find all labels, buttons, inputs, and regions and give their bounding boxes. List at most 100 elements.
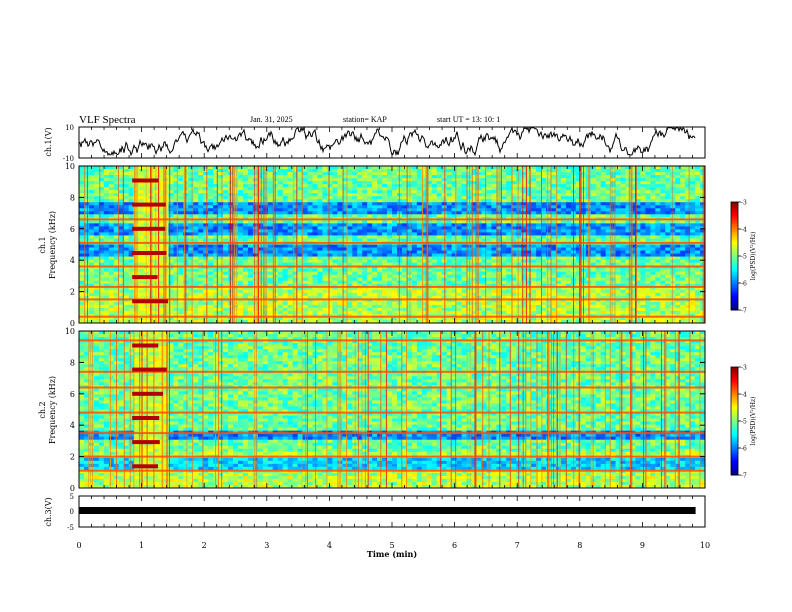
spectrogram-cell [685,250,691,254]
spectrogram-cell [113,169,120,173]
spectrogram-cell [521,175,527,179]
spectrogram-cell [193,178,199,182]
spectrogram-cell [590,181,597,185]
spectrogram-cell [357,256,363,260]
spectrogram-cell [546,211,552,215]
spectrogram-cell [123,178,130,182]
spectrogram-cell [541,181,547,185]
spectrogram-cell [118,178,125,182]
spectrogram-cell [655,199,661,203]
spectrogram-cell [690,220,696,224]
spectrogram-cell [208,247,214,251]
spectrogram-cell [421,199,428,203]
spectrogram-cell [213,277,219,282]
spectrogram-cell [302,238,308,242]
spectrogram-cell [546,208,552,212]
spectrogram-cell [660,226,666,230]
spectrogram-cell [416,250,423,254]
spectrogram-cell [267,208,274,212]
spectrogram-cell [695,199,701,203]
spectrogram-cell [675,211,681,215]
spectrogram-cell [123,268,130,273]
spectrogram-cell [511,196,517,200]
spectrogram-cell [312,244,318,248]
spectrogram-cell [486,256,492,260]
spectrogram-cell [600,172,607,176]
spectrogram-cell [451,187,457,191]
spectrogram-cell [103,250,110,254]
spectrogram-cell [312,247,318,251]
spectrogram-cell [436,232,443,236]
spectrogram-cell [83,223,90,227]
spectrogram-cell [213,205,219,209]
spectrogram-cell [332,166,338,170]
spectrogram-cell [242,250,249,254]
spectrogram-cell [317,169,323,173]
spectrogram-cell [317,220,323,224]
spectrogram-cell [287,220,294,224]
spectrogram-cell [590,244,597,248]
spectrogram-cell [382,175,388,179]
spectrogram-cell [213,208,219,212]
spectrogram-cell [436,205,443,209]
spectrogram-cell [208,208,214,212]
spectrogram-cell [332,223,338,227]
spectrogram-cell [630,166,636,170]
spectrogram-cell [655,175,661,179]
spectrogram-cell [223,214,229,218]
spectrogram-cell [511,247,517,251]
spectrogram-cell [79,202,85,206]
spectrogram-cell [675,184,681,188]
spectrogram-cell [555,172,562,176]
spectrogram-cell [625,229,631,233]
spectrogram-cell [178,274,184,279]
spectrogram-cell [476,178,482,182]
spectrogram-cell [158,205,164,209]
spectrogram-cell [700,256,706,260]
spectrogram-cell [531,247,537,251]
spectrogram-cell [342,187,348,191]
spectrogram-cell [560,220,567,224]
spectrogram-cell [367,193,373,197]
spectrogram-cell [436,220,443,224]
spectrogram-cell [237,187,244,191]
spectrogram-cell [173,181,179,185]
spectrogram-cell [501,166,507,170]
spectrogram-cell [198,256,204,260]
spectrogram-cell [625,205,631,209]
spectrogram-cell [541,193,547,197]
spectrogram-cell [426,226,433,230]
spectrogram-cell [327,277,333,282]
spectrogram-cell [352,181,358,185]
spectrogram-cell [387,238,393,242]
spectrogram-cell [565,223,572,227]
spectrogram-cell [387,223,393,227]
spectrogram-cell [327,262,333,267]
spectrogram-cell [620,181,626,185]
spectrogram-cell [541,259,547,264]
spectrogram-cell [188,208,194,212]
ch1-waveform-ylabel: ch.1(V) [44,127,53,156]
spectrogram-cell [700,250,706,254]
spectrogram-cell [302,214,308,218]
spectrogram-cell [600,211,607,215]
spectrogram-cell [700,208,706,212]
spectrogram-cell [476,196,482,200]
spectrogram-cell [605,268,611,273]
spectrogram-cell [168,172,174,176]
spectrogram-cell [158,244,164,248]
spectrogram-cell [526,184,532,188]
spectrogram-cell [401,253,408,257]
spectrogram-cell [362,232,368,236]
spectrogram-cell [123,184,130,188]
spectrogram-cell [297,250,303,254]
spectrogram-cell [188,259,194,264]
spectrogram-cell [297,223,303,227]
spectrogram-cell [451,178,457,182]
spectrogram-cell [541,178,547,182]
spectrogram-cell [93,271,100,276]
spectrogram-cell [486,208,492,212]
spectrogram-cell [670,199,676,203]
spectrogram-cell [392,274,398,279]
